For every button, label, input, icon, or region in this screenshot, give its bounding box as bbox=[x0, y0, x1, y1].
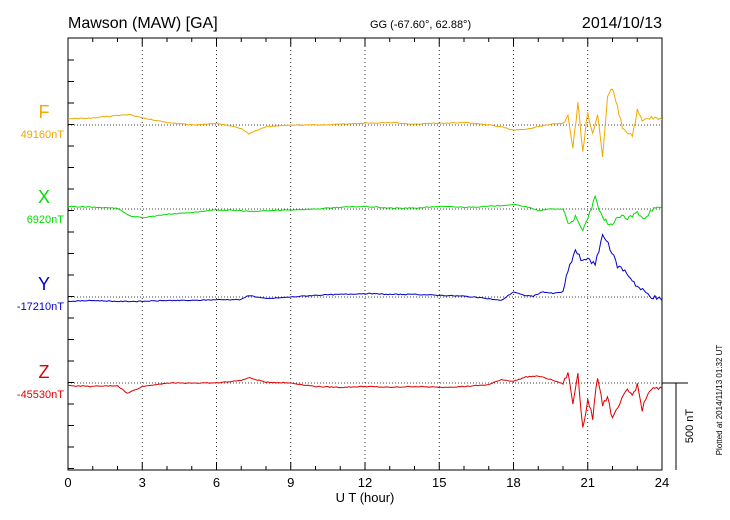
series-lines bbox=[67, 88, 663, 428]
series-name-y: Y bbox=[38, 274, 50, 294]
station-title: Mawson (MAW) [GA] bbox=[68, 15, 218, 32]
x-axis-label: U T (hour) bbox=[336, 490, 395, 505]
series-line-z bbox=[67, 372, 663, 428]
series-line-x bbox=[67, 194, 663, 233]
scale-bar-label: 500 nT bbox=[684, 409, 696, 444]
x-tick-label: 0 bbox=[64, 475, 71, 490]
series-baseline-f: 49160nT bbox=[21, 129, 65, 141]
grid-lines bbox=[141, 38, 589, 470]
x-tick-label: 9 bbox=[287, 475, 294, 490]
x-tick-label: 18 bbox=[506, 475, 520, 490]
series-line-y bbox=[67, 233, 663, 303]
series-baseline-y: -17210nT bbox=[17, 301, 64, 313]
series-name-x: X bbox=[38, 187, 50, 207]
series-line-f bbox=[67, 88, 663, 158]
series-name-f: F bbox=[39, 102, 50, 122]
scale-bar: 500 nT bbox=[662, 382, 696, 470]
x-tick-label: 21 bbox=[581, 475, 595, 490]
series-baseline-x: 6920nT bbox=[27, 214, 65, 226]
x-tick-label: 15 bbox=[432, 475, 446, 490]
y-axis-ticks bbox=[68, 59, 74, 469]
series-name-z: Z bbox=[39, 362, 50, 382]
x-tick-label: 6 bbox=[213, 475, 220, 490]
chart-date: 2014/10/13 bbox=[582, 15, 662, 32]
x-axis-ticks: 0 3 6 9 12 15 18 21 24 bbox=[64, 38, 669, 490]
x-tick-label: 12 bbox=[358, 475, 372, 490]
station-coords: GG (-67.60°, 62.88°) bbox=[370, 19, 471, 31]
x-tick-label: 3 bbox=[139, 475, 146, 490]
series-labels: F 49160nT X 6920nT Y -17210nT Z -45530nT bbox=[17, 102, 64, 401]
series-baseline-z: -45530nT bbox=[17, 389, 64, 401]
plotted-timestamp: Plotted at 2014/11/13 01:32 UT bbox=[715, 345, 724, 456]
x-tick-label: 24 bbox=[655, 475, 669, 490]
